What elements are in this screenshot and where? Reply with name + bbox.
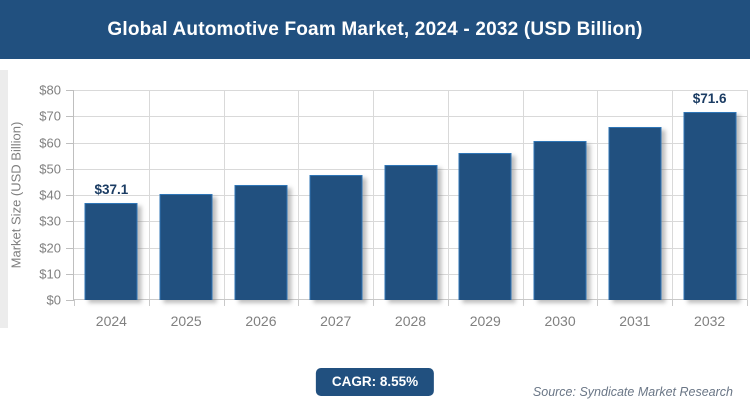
v-gridline bbox=[373, 90, 375, 300]
bar-2024 bbox=[84, 202, 138, 300]
x-axis-label-2025: 2025 bbox=[170, 313, 202, 329]
x-axis-tick bbox=[148, 300, 150, 306]
y-axis-tick-label: $30 bbox=[39, 213, 61, 229]
x-axis-tick bbox=[747, 300, 748, 306]
y-axis-tick bbox=[66, 142, 74, 144]
x-axis-tick bbox=[298, 300, 300, 306]
bar-2030 bbox=[533, 140, 587, 300]
y-axis-tick bbox=[66, 221, 74, 223]
plot-area: $0 $10 $20 $30 $40 $50 $60 $70 $80 $37.1 2024 2025 2… bbox=[39, 83, 748, 329]
bar-2026 bbox=[234, 185, 288, 300]
x-axis-label-2031: 2031 bbox=[619, 313, 651, 329]
x-axis-tick bbox=[522, 300, 524, 306]
bar-2027 bbox=[309, 175, 363, 300]
y-axis-tick bbox=[66, 168, 74, 170]
data-label-2024: $37.1 bbox=[94, 181, 129, 197]
x-axis-tick bbox=[74, 300, 75, 306]
v-gridline bbox=[672, 90, 674, 300]
h-gridline bbox=[74, 116, 747, 118]
y-axis-tick-label: $80 bbox=[39, 82, 61, 98]
source-attribution: Source: Syndicate Market Research bbox=[532, 385, 733, 399]
chart-title-bar: Global Automotive Foam Market, 2024 - 20… bbox=[0, 0, 750, 59]
v-gridline bbox=[747, 90, 748, 300]
y-axis-tick bbox=[66, 195, 74, 196]
x-axis-tick bbox=[373, 300, 375, 306]
v-gridline bbox=[447, 90, 449, 300]
v-gridline bbox=[522, 90, 524, 300]
y-axis-tick-label: $10 bbox=[39, 266, 61, 282]
v-gridline bbox=[597, 90, 599, 300]
y-axis-tick bbox=[66, 300, 74, 301]
bar-2032 bbox=[683, 112, 737, 300]
y-axis-tick-label: $50 bbox=[39, 161, 61, 177]
y-axis-tick-label: $40 bbox=[39, 187, 61, 203]
bar-2028 bbox=[384, 164, 437, 300]
x-axis-label-2027: 2027 bbox=[320, 313, 352, 329]
y-axis-tick bbox=[66, 247, 74, 249]
h-gridline bbox=[74, 90, 747, 91]
cagr-badge: CAGR: 8.55% bbox=[315, 368, 435, 396]
y-axis-tick bbox=[66, 90, 74, 91]
x-axis-tick bbox=[597, 300, 599, 306]
x-axis-label-2024: 2024 bbox=[95, 313, 127, 329]
v-gridline bbox=[223, 90, 225, 300]
x-axis-tick bbox=[447, 300, 449, 306]
bar-2029 bbox=[458, 153, 512, 300]
x-axis-label-2029: 2029 bbox=[469, 313, 501, 329]
bar-2025 bbox=[159, 194, 213, 300]
x-axis-label-2032: 2032 bbox=[694, 313, 726, 329]
h-gridline bbox=[74, 142, 747, 144]
y-axis-tick-label: $60 bbox=[39, 135, 61, 150]
y-axis-line bbox=[73, 90, 74, 300]
bar-2031 bbox=[608, 127, 662, 300]
page-edge-strip bbox=[0, 70, 8, 328]
v-gridline bbox=[298, 90, 300, 300]
v-gridline bbox=[148, 90, 150, 300]
x-axis-label-2026: 2026 bbox=[245, 313, 277, 329]
y-axis-tick bbox=[66, 116, 74, 118]
y-axis-tick-label: $20 bbox=[39, 240, 61, 255]
x-axis-tick bbox=[223, 300, 225, 306]
y-axis-tick-label: $0 bbox=[46, 292, 61, 308]
data-label-2032: $71.6 bbox=[692, 91, 727, 107]
x-axis-label-2028: 2028 bbox=[394, 313, 427, 329]
x-axis-label-2030: 2030 bbox=[544, 313, 576, 329]
page-title: Global Automotive Foam Market, 2024 - 20… bbox=[107, 18, 643, 40]
y-axis-tick-label: $70 bbox=[39, 108, 61, 124]
y-axis-tick bbox=[66, 273, 74, 275]
x-axis-tick bbox=[672, 300, 674, 306]
